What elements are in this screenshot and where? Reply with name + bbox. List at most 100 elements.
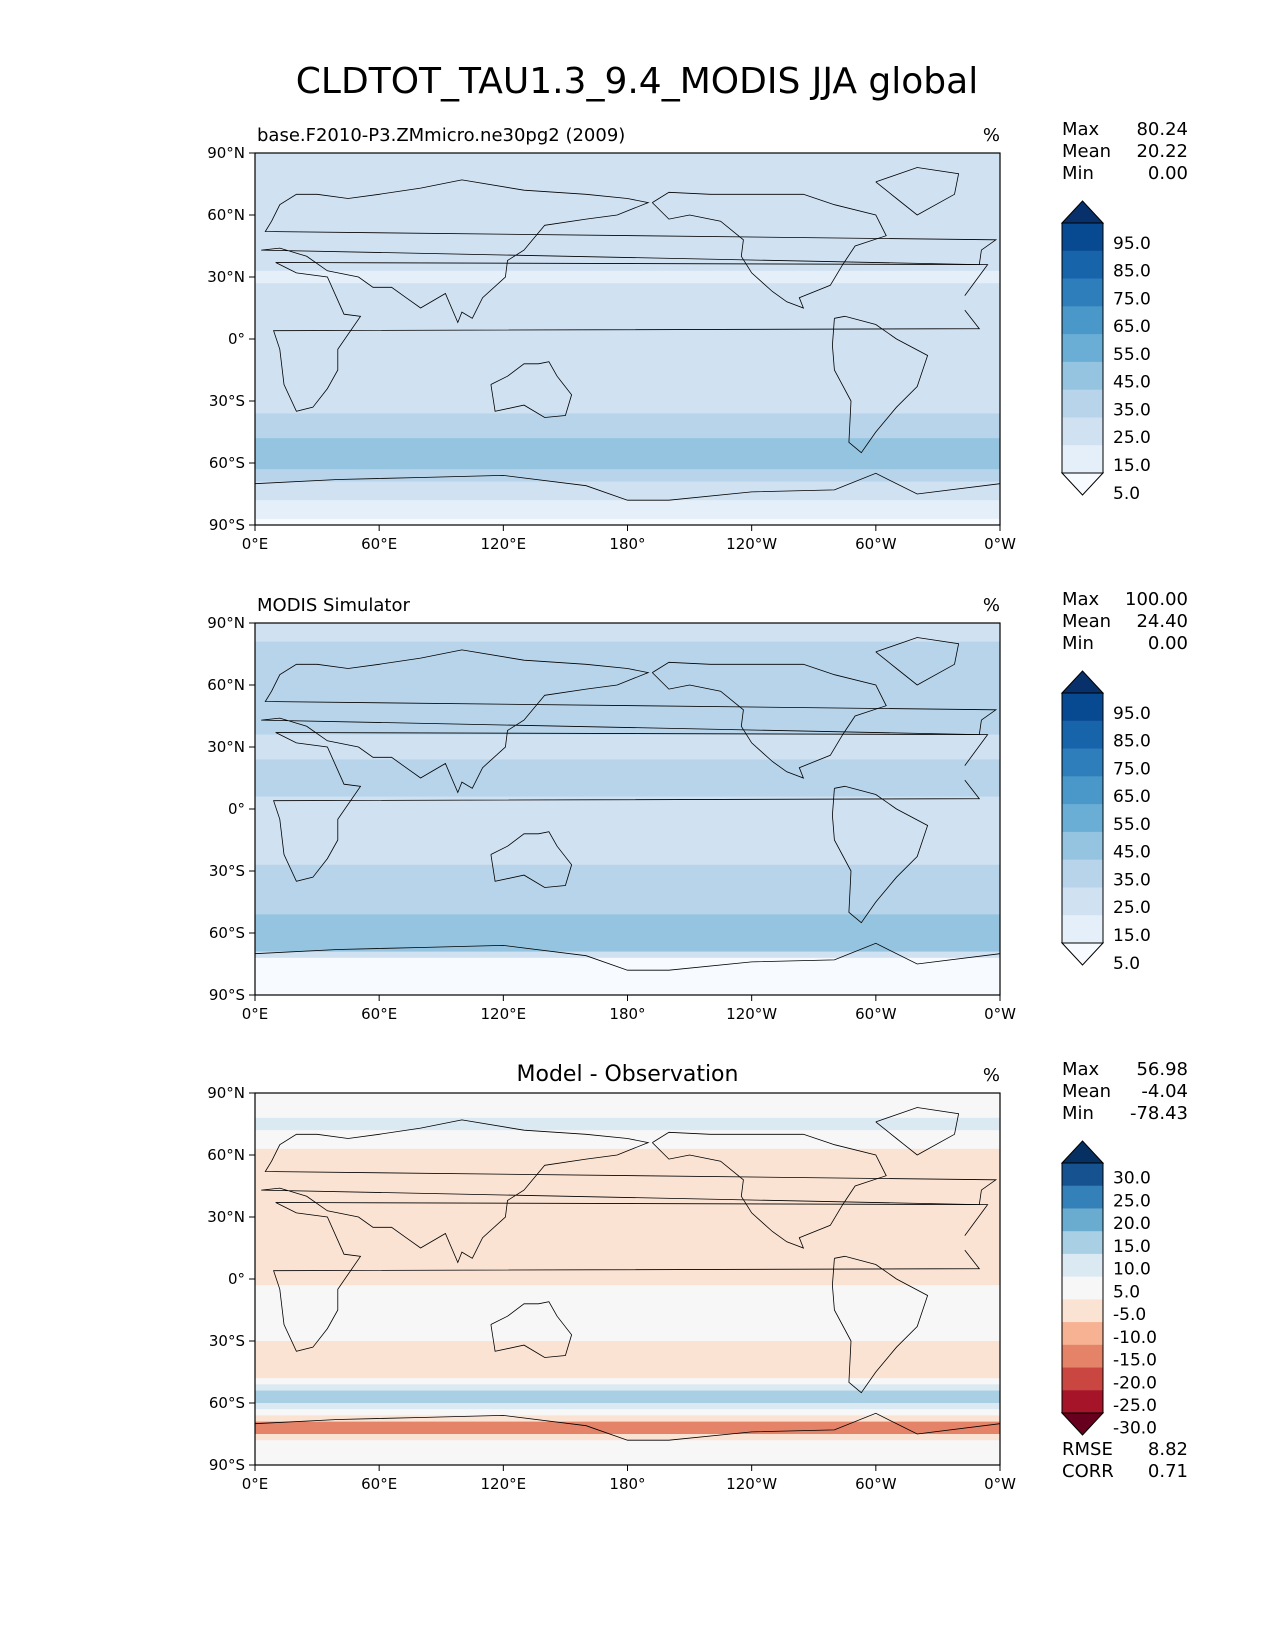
field-band — [255, 951, 1000, 959]
colorbar-tick-label: 75.0 — [1113, 759, 1151, 779]
colorbar-tick-label: -10.0 — [1113, 1328, 1157, 1348]
field-band — [255, 332, 1000, 340]
stat-label: Min — [1062, 1103, 1094, 1124]
field-band — [255, 1223, 1000, 1230]
colorbar-extend-min — [1060, 1412, 1105, 1436]
colorbar-tick-label: 20.0 — [1113, 1214, 1151, 1234]
xtick-label: 120°W — [726, 1475, 777, 1493]
field-band — [255, 202, 1000, 210]
ytick-label: 90°S — [209, 986, 245, 1004]
field-band — [255, 697, 1000, 705]
ytick-label: 90°S — [209, 516, 245, 534]
colorbar-segment — [1062, 1322, 1103, 1346]
field-band — [255, 270, 1000, 278]
colorbar-segment — [1062, 1185, 1103, 1209]
colorbar-extend-max — [1060, 200, 1105, 224]
ytick-label: 90°S — [209, 1456, 245, 1474]
field-band — [255, 289, 1000, 297]
ytick-label: 60°N — [207, 206, 245, 224]
panel-1: 0°E 60°E 120°E 180° 120°W 60°W 0°W 90°N 60°N 30°N… — [207, 119, 1188, 553]
field-band — [255, 264, 1000, 272]
stat-label: Mean — [1062, 141, 1111, 162]
field-band — [255, 438, 1000, 445]
ytick-label: 30°S — [209, 862, 245, 880]
ytick-label: 30°S — [209, 392, 245, 410]
xtick-label: 60°E — [361, 535, 397, 553]
field-band — [255, 1229, 1000, 1237]
field-band — [255, 623, 1000, 630]
xtick-label: 0°W — [984, 1005, 1016, 1023]
field-band — [255, 165, 1000, 173]
field-band — [255, 159, 1000, 166]
field-band — [255, 1334, 1000, 1342]
field-band — [255, 672, 1000, 680]
map-field — [255, 623, 1000, 996]
coastline — [652, 1131, 887, 1249]
field-band — [255, 1291, 1000, 1299]
colorbar-tick-label: 5.0 — [1113, 954, 1140, 974]
stats-block: Max 100.00 Mean 24.40 Min 0.00 — [1062, 589, 1188, 654]
colorbar-segment — [1062, 859, 1103, 888]
field-band — [255, 432, 1000, 439]
field-band — [255, 363, 1000, 371]
colorbar-tick-label: 5.0 — [1113, 1282, 1140, 1302]
colorbar-segment — [1062, 389, 1103, 418]
field-band — [255, 246, 1000, 253]
field-band — [255, 858, 1000, 866]
field-band — [255, 413, 1000, 421]
field-band — [255, 734, 1000, 742]
stat-value: -78.43 — [1130, 1103, 1188, 1124]
xtick-label: 180° — [609, 1475, 645, 1493]
field-band — [255, 691, 1000, 698]
field-band — [255, 747, 1000, 754]
field-band — [255, 506, 1000, 514]
colorbar-tick-label: 15.0 — [1113, 456, 1151, 476]
field-band — [255, 1328, 1000, 1336]
field-band — [255, 1167, 1000, 1175]
colorbar-segment — [1062, 1253, 1103, 1278]
field-band — [255, 821, 1000, 829]
panel-units: % — [983, 1065, 1000, 1086]
field-band — [255, 1285, 1000, 1292]
stat-value: 0.00 — [1148, 163, 1188, 184]
colorbar-tick-label: 55.0 — [1113, 345, 1151, 365]
stats-block: Max 80.24 Mean 20.22 Min 0.00 — [1062, 119, 1188, 184]
colorbar-segment — [1062, 445, 1103, 474]
colorbar-segment — [1062, 361, 1103, 391]
field-band — [255, 450, 1000, 458]
colorbar-segment — [1062, 1208, 1103, 1232]
field-band — [255, 208, 1000, 216]
field-band — [255, 1378, 1000, 1385]
field-band — [255, 1204, 1000, 1212]
coastline — [831, 315, 929, 454]
panel-units: % — [983, 595, 1000, 616]
stat-value: 0.00 — [1148, 633, 1188, 654]
coastline — [831, 785, 929, 924]
xtick-label: 0°E — [242, 1005, 269, 1023]
xtick-label: 60°E — [361, 1475, 397, 1493]
colorbar-segment — [1062, 278, 1103, 307]
colorbar-extend-min — [1060, 942, 1105, 966]
xtick-label: 120°E — [481, 535, 527, 553]
field-band — [255, 1198, 1000, 1206]
field-band — [255, 301, 1000, 309]
field-band — [255, 629, 1000, 636]
coastline — [652, 661, 887, 779]
field-band — [255, 481, 1000, 489]
ytick-label: 90°N — [207, 614, 245, 632]
coastline — [490, 831, 573, 888]
field-band — [255, 295, 1000, 303]
stat-label: Min — [1062, 633, 1094, 654]
colorbar-tick-label: 85.0 — [1113, 732, 1151, 752]
field-band — [255, 1161, 1000, 1168]
stat-value: 0.71 — [1148, 1461, 1188, 1482]
coastline — [254, 472, 1001, 501]
colorbar-segment — [1062, 223, 1103, 252]
field-band — [255, 1458, 1000, 1466]
field-band — [255, 784, 1000, 791]
field-band — [255, 376, 1000, 383]
field-band — [255, 469, 1000, 476]
field-band — [255, 1427, 1000, 1435]
field-band — [255, 357, 1000, 365]
coastlines — [254, 637, 1001, 971]
